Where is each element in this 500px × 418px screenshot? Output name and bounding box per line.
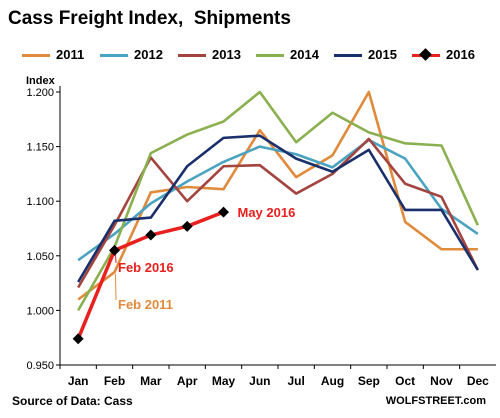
- legend-label: 2013: [212, 47, 241, 62]
- x-tick-label: Jun: [249, 374, 270, 388]
- x-tick-label: Aug: [321, 374, 344, 388]
- x-tick-label: Jan: [68, 374, 89, 388]
- data-point-marker: [109, 244, 120, 256]
- x-tick-label: Sep: [358, 374, 380, 388]
- y-tick-label: 1.150: [26, 142, 54, 154]
- annotation-leader: [115, 254, 117, 264]
- annotation-label: Feb 2016: [118, 260, 174, 275]
- legend-label: 2015: [368, 47, 397, 62]
- chart-legend: 2011 2012 2013 2014 2015 2016: [22, 46, 498, 68]
- data-point-marker: [218, 206, 229, 218]
- x-tick-label: Apr: [177, 374, 198, 388]
- source-note: Source of Data: Cass: [12, 394, 133, 408]
- x-tick-label: Oct: [395, 374, 415, 388]
- legend-swatch: [178, 54, 206, 57]
- credit-note: WOLFSTREET.com: [385, 395, 486, 407]
- annotation-label: Feb 2011: [118, 297, 173, 312]
- legend-swatch: [256, 54, 284, 57]
- series-line-2015: [77, 134, 479, 283]
- series-line-2011: [77, 90, 478, 301]
- y-axis-label: Index: [26, 75, 55, 87]
- legend-label: 2011: [56, 47, 85, 62]
- legend-label: 2016: [446, 47, 475, 62]
- x-tick-label: Feb: [104, 374, 125, 388]
- y-tick-label: 1.000: [26, 305, 54, 317]
- legend-label: 2012: [134, 47, 163, 62]
- annotation-label: May 2016: [238, 205, 296, 220]
- y-tick-label: 1.200: [26, 87, 54, 99]
- legend-swatch: [334, 54, 362, 57]
- legend-label: 2014: [290, 47, 319, 62]
- series-line-2012: [77, 138, 479, 262]
- x-tick-label: May: [212, 374, 236, 388]
- data-point-marker: [181, 220, 193, 232]
- x-tick-label: Dec: [467, 374, 489, 388]
- legend-swatch: [100, 54, 128, 57]
- annotation-leader: [115, 274, 117, 301]
- data-point-marker: [145, 229, 157, 241]
- series-line-2014: [77, 90, 480, 312]
- x-tick-label: Mar: [140, 374, 162, 388]
- y-tick-label: 0.950: [26, 360, 54, 372]
- x-tick-label: Nov: [430, 374, 453, 388]
- data-point-marker: [72, 333, 84, 345]
- y-tick-label: 1.050: [26, 251, 54, 263]
- y-tick-label: 1.100: [26, 196, 54, 208]
- legend-swatch: [22, 54, 50, 57]
- x-tick-label: Jul: [287, 374, 304, 388]
- chart-title: Cass Freight Index, Shipments: [8, 8, 291, 29]
